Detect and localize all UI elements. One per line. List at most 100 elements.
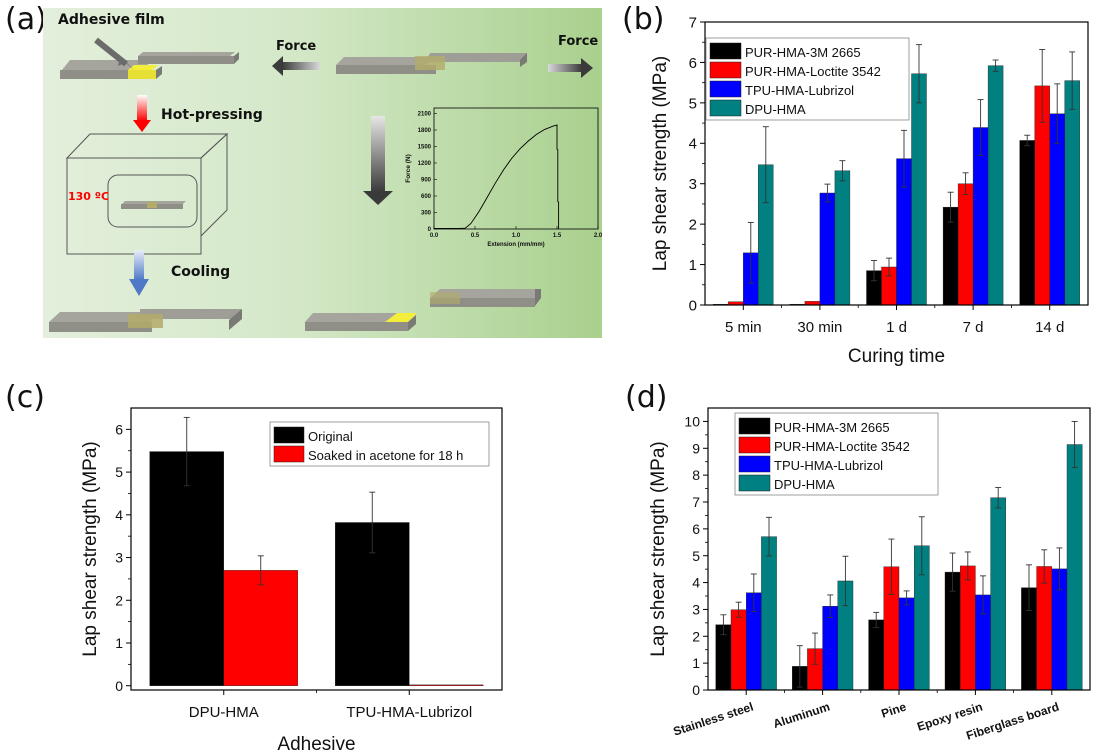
- bonded-joint: [49, 309, 242, 332]
- b-legend-swatch: [709, 99, 742, 117]
- b-legend-swatch: [709, 61, 742, 79]
- d-x-tick-label: Aluminum: [771, 700, 831, 731]
- inset-y-axis-title: Force (N): [405, 154, 412, 183]
- b-bar-tpu-hma-lubrizol: [819, 192, 836, 306]
- inset-y-tick-label: 300: [421, 211, 432, 217]
- d-bar-pur-hma-3m-2665: [868, 619, 884, 691]
- b-legend-swatch: [709, 42, 742, 60]
- d-bar-tpu-hma-lubrizol: [898, 597, 915, 691]
- cooling-label: Cooling: [171, 264, 230, 280]
- b-y-tick-label: 6: [689, 55, 697, 72]
- d-legend-label: PUR-HMA-Loctite 3542: [774, 439, 910, 454]
- d-bar-dpu-hma: [990, 497, 1006, 691]
- d-bar-tpu-hma-lubrizol: [822, 606, 838, 691]
- d-legend-label: DPU-HMA: [774, 477, 835, 492]
- b-bar-dpu-hma: [834, 170, 851, 306]
- b-bar-pur-hma-loctite-3542: [957, 183, 974, 306]
- inset-x-axis-title: Extension (mm/mm): [487, 242, 544, 248]
- d-y-tick-label: 3: [692, 601, 700, 617]
- d-legend-swatch: [738, 436, 771, 454]
- chart-c: 0 1 2 3 4 5 6 DPU-HMA TPU-HMA-Lubrizol Adhesive La…: [80, 407, 503, 755]
- c-y-tick-label: 2: [115, 592, 123, 608]
- d-legend-label: TPU-HMA-Lubrizol: [774, 458, 883, 473]
- adhesive-film-label: Adhesive film: [58, 12, 165, 28]
- inset-force-curve: [434, 124, 560, 229]
- broken-joint: [305, 289, 541, 331]
- b-bar-dpu-hma: [1064, 80, 1080, 306]
- c-y-tick-label: 5: [115, 464, 123, 480]
- c-legend-swatch: [273, 445, 305, 463]
- d-y-tick-label: 5: [692, 548, 700, 564]
- inset-y-tick-label: 0: [428, 227, 432, 233]
- d-y-tick-label: 4: [692, 575, 700, 591]
- d-bar-dpu-hma: [1066, 444, 1083, 691]
- c-legend-swatch: [273, 426, 305, 444]
- c-y-tick-label: 3: [115, 550, 123, 566]
- d-legend-swatch: [738, 417, 771, 435]
- sample-in-oven: [121, 201, 186, 209]
- residual-adhesive: [385, 313, 417, 322]
- d-y-tick-label: 8: [692, 467, 700, 483]
- inset-x-tick-label: 1.0: [512, 233, 521, 239]
- inset-y-tick-label: 1200: [418, 161, 432, 167]
- b-bar-dpu-hma: [987, 65, 1004, 306]
- b-legend-label: PUR-HMA-Loctite 3542: [745, 64, 881, 79]
- b-legend-label: DPU-HMA: [745, 102, 806, 117]
- c-legend: [269, 421, 490, 467]
- d-y-tick-label: 7: [692, 494, 700, 510]
- c-bar-soaked-in-acetone-for-18-h: [223, 570, 298, 686]
- inset-chart: 0.0 0.5 1.0 1.5 2.0 0 300 600 900 1200 1500 1800 210…: [405, 107, 603, 248]
- inset-y-tick-label: 1800: [418, 128, 432, 134]
- d-legend-label: PUR-HMA-3M 2665: [774, 420, 890, 435]
- b-x-axis-title: Curing time: [848, 346, 945, 367]
- inset-y-tick-label: 1500: [418, 145, 432, 151]
- b-y-tick-label: 0: [689, 297, 697, 314]
- b-y-tick-label: 7: [689, 14, 697, 31]
- d-y-tick-label: 2: [692, 628, 700, 644]
- b-y-tick-label: 2: [689, 217, 697, 234]
- unbonded-substrates: [60, 52, 239, 79]
- c-y-axis-title: Lap shear strength (MPa): [80, 441, 101, 656]
- c-y-tick-label: 1: [115, 635, 123, 651]
- inset-y-tick-label: 2100: [418, 112, 432, 118]
- b-y-tick-label: 5: [689, 95, 697, 112]
- inset-x-tick-label: 1.5: [553, 233, 562, 239]
- b-y-tick-label: 3: [689, 176, 697, 193]
- chart-b: 0 1 2 3 4 5 6 7 5 min 30 min 1 d 7 d 14 d Curing time…: [650, 14, 1089, 367]
- panel-a-label: (a): [5, 2, 47, 37]
- b-x-tick-label: 30 min: [797, 319, 842, 336]
- c-x-tick-label: DPU-HMA: [189, 704, 259, 721]
- temperature-label: 130 ºC: [68, 190, 109, 203]
- d-legend-swatch: [738, 455, 771, 473]
- b-x-tick-label: 5 min: [725, 319, 762, 336]
- b-legend-label: PUR-HMA-3M 2665: [745, 45, 861, 60]
- inset-y-tick-label: 900: [421, 178, 432, 184]
- pointer-arrow-icon: [94, 37, 134, 70]
- b-legend-swatch: [709, 80, 742, 98]
- d-y-tick-label: 6: [692, 521, 700, 537]
- c-x-tick-label: TPU-HMA-Lubrizol: [346, 704, 472, 721]
- inset-x-tick-label: 0.5: [471, 233, 480, 239]
- b-x-tick-label: 14 d: [1035, 319, 1064, 336]
- force-right-arrow-icon: [548, 58, 593, 78]
- d-bar-dpu-hma: [761, 536, 777, 691]
- cooling-arrow-icon: [129, 250, 149, 296]
- b-x-tick-label: 1 d: [886, 319, 907, 336]
- c-x-axis-title: Adhesive: [277, 734, 355, 755]
- d-bar-pur-hma-loctite-3542: [1036, 566, 1052, 691]
- panel-a-schematic: Adhesive film Hot-pressing 130 ºC: [43, 8, 603, 338]
- d-legend-swatch: [738, 474, 771, 492]
- d-x-tick-label: Pine: [879, 699, 908, 720]
- d-y-axis-title: Lap shear strength (MPa): [648, 441, 669, 656]
- adhesive-film-edge: [128, 70, 156, 79]
- c-bar-original: [149, 451, 224, 686]
- d-y-tick-label: 0: [692, 682, 700, 698]
- inset-x-tick-label: 2.0: [594, 233, 603, 239]
- d-y-tick-label: 1: [692, 655, 700, 671]
- inset-y-tick-label: 600: [421, 194, 432, 200]
- d-bar-pur-hma-loctite-3542: [960, 565, 976, 691]
- adhesive-film-patch: [128, 65, 158, 70]
- d-y-tick-label: 9: [692, 440, 700, 456]
- test-joint: [336, 53, 527, 74]
- inset-x-tick-label: 0.0: [430, 233, 439, 239]
